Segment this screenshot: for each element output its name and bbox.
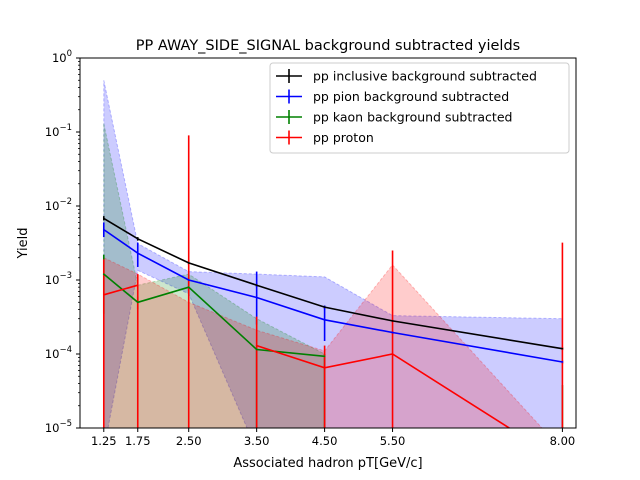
data-point-series-1-2	[187, 279, 190, 281]
y-tick-label-1: 10−4	[45, 345, 72, 361]
data-point-series-1-6	[561, 361, 564, 363]
data-point-series-0-5	[391, 320, 394, 322]
data-point-series-0-1	[136, 238, 139, 240]
y-tick-label-4: 10−1	[45, 123, 72, 139]
y-tick-label-5: 100	[52, 49, 72, 65]
x-tick-label-3: 3.50	[244, 434, 270, 448]
data-point-series-2-3	[255, 348, 258, 351]
series-lines	[102, 217, 564, 428]
x-tick-label-6: 8.00	[550, 434, 576, 448]
legend-label-3: pp proton	[313, 130, 374, 145]
data-point-series-2-0	[102, 273, 105, 275]
data-point-series-0-0	[102, 217, 105, 220]
data-point-series-3-0	[102, 294, 105, 296]
uncertainty-bands	[103, 80, 563, 428]
line-series-3-seg-0	[103, 284, 139, 296]
data-point-series-0-2	[187, 262, 190, 264]
data-point-series-2-2	[187, 286, 190, 288]
data-point-series-2-1	[136, 301, 139, 304]
legend-label-1: pp pion background subtracted	[313, 89, 509, 104]
data-point-series-3-4	[323, 367, 326, 369]
legend: pp inclusive background subtracted pp pio…	[269, 62, 570, 154]
plot-area-frame	[79, 57, 577, 429]
x-tick-label-5: 5.50	[380, 434, 406, 448]
error-bars	[102, 135, 564, 428]
line-series-3-seg-1	[256, 344, 511, 428]
x-tick-label-1: 1.75	[125, 434, 151, 448]
data-point-series-0-6	[561, 347, 564, 350]
data-point-series-2-4	[323, 355, 326, 358]
data-point-series-1-5	[391, 331, 394, 334]
data-point-series-1-3	[255, 296, 258, 299]
data-point-series-0-4	[323, 306, 326, 308]
y-tick-label-0: 10−5	[45, 419, 72, 435]
data-point-series-1-4	[323, 318, 326, 321]
y-axis-label: Yield	[16, 228, 31, 260]
chart-title: PP AWAY_SIDE_SIGNAL background subtracte…	[136, 38, 520, 54]
x-axis-label: Associated hadron pT[GeV/c]	[233, 456, 422, 471]
band-series-2	[103, 123, 326, 428]
x-tick-label-4: 4.50	[312, 434, 338, 448]
data-point-series-3-5	[391, 353, 394, 355]
data-point-series-3-1	[136, 284, 139, 287]
legend-box	[269, 62, 570, 154]
legend-label-0: pp inclusive background subtracted	[313, 69, 537, 84]
legend-label-2: pp kaon background subtracted	[313, 110, 512, 125]
data-point-series-3-3	[255, 344, 258, 347]
band-series-1	[103, 80, 563, 428]
y-tick-label-3: 10−2	[45, 197, 72, 213]
x-tick-label-2: 2.50	[176, 434, 202, 448]
data-point-series-0-3	[255, 284, 258, 287]
x-axis-ticks: 1.25 1.75 2.50 3.50 4.50 5.50 8.00	[91, 428, 575, 448]
y-axis-ticks: 10−5 10−4 10−3 10−2 10−1 100	[45, 49, 80, 435]
x-tick-label-0: 1.25	[91, 434, 117, 448]
y-tick-label-2: 10−3	[45, 271, 72, 287]
band-series-3	[103, 256, 543, 428]
data-point-series-1-1	[136, 252, 139, 255]
data-point-series-1-0	[102, 228, 105, 231]
